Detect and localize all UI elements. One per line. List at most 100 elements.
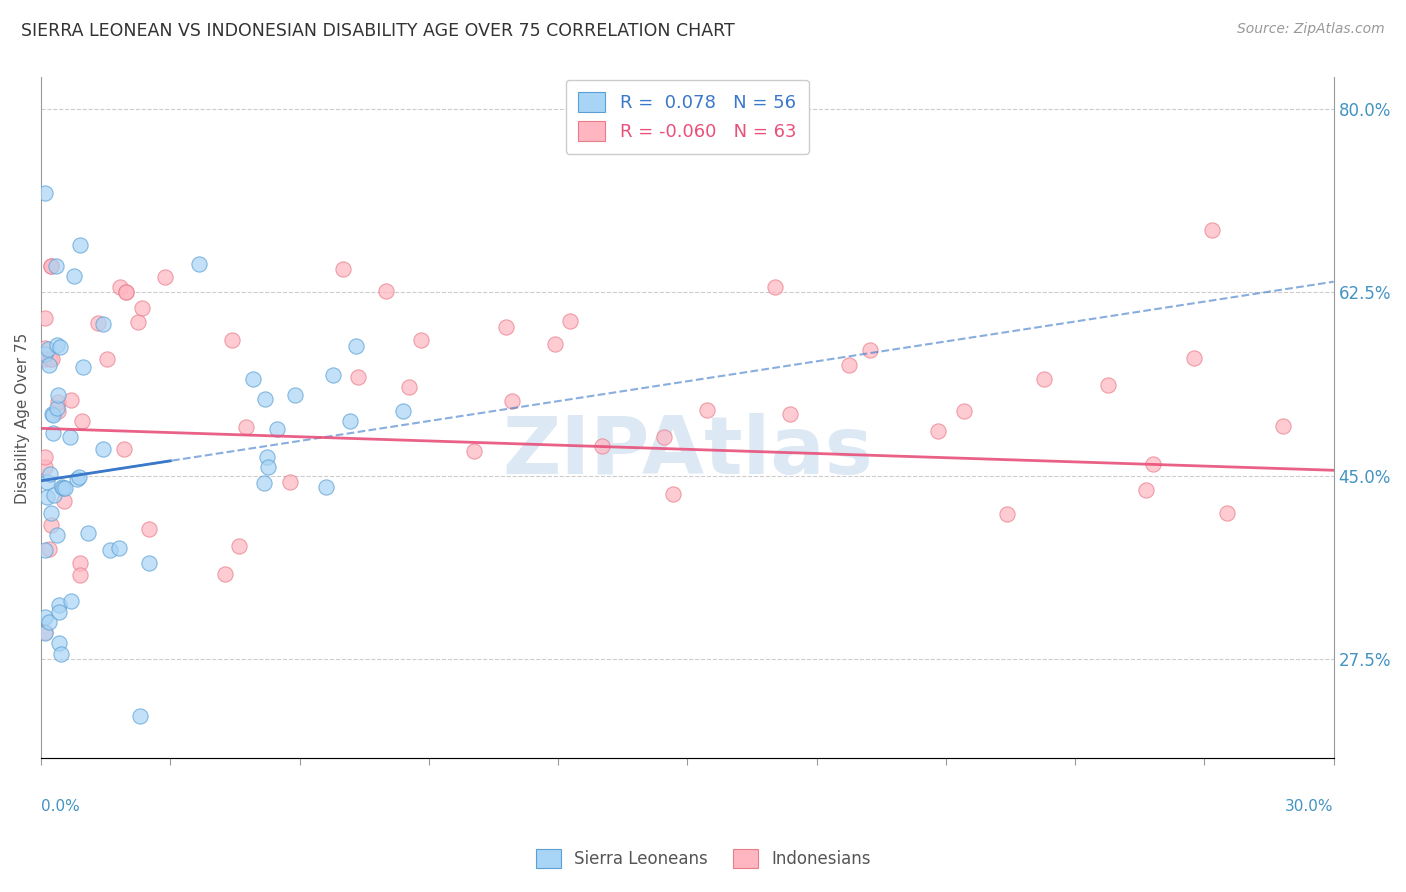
Point bbox=[41, 351, 63, 366]
Point bbox=[214, 567, 236, 582]
Point bbox=[339, 414, 361, 428]
Point bbox=[344, 339, 367, 353]
Point bbox=[391, 404, 413, 418]
Point bbox=[77, 525, 100, 540]
Point bbox=[228, 539, 250, 553]
Text: 0.0%: 0.0% bbox=[41, 799, 80, 814]
Point bbox=[34, 542, 56, 557]
Point bbox=[37, 343, 59, 357]
Point bbox=[1215, 507, 1237, 521]
Text: ZIPAtlas: ZIPAtlas bbox=[502, 413, 873, 491]
Point bbox=[34, 311, 56, 326]
Point bbox=[42, 408, 65, 422]
Point bbox=[107, 541, 129, 555]
Point bbox=[1097, 377, 1119, 392]
Point bbox=[115, 285, 138, 300]
Point bbox=[995, 508, 1018, 522]
Point bbox=[257, 459, 280, 474]
Point bbox=[284, 388, 307, 402]
Y-axis label: Disability Age Over 75: Disability Age Over 75 bbox=[15, 332, 30, 503]
Point bbox=[34, 625, 56, 640]
Point bbox=[46, 401, 69, 415]
Point bbox=[235, 420, 257, 434]
Point bbox=[115, 285, 138, 300]
Point bbox=[763, 279, 786, 293]
Point bbox=[66, 472, 89, 486]
Point bbox=[48, 598, 70, 612]
Point bbox=[501, 393, 523, 408]
Point bbox=[39, 506, 62, 520]
Point bbox=[322, 368, 344, 383]
Point bbox=[591, 439, 613, 453]
Point bbox=[34, 347, 56, 361]
Point bbox=[1142, 457, 1164, 471]
Point bbox=[138, 522, 160, 536]
Text: Source: ZipAtlas.com: Source: ZipAtlas.com bbox=[1237, 22, 1385, 37]
Point bbox=[53, 494, 76, 508]
Point bbox=[34, 625, 56, 640]
Point bbox=[59, 430, 82, 444]
Point bbox=[34, 352, 56, 367]
Legend: Sierra Leoneans, Indonesians: Sierra Leoneans, Indonesians bbox=[529, 843, 877, 875]
Point bbox=[91, 442, 114, 456]
Point bbox=[927, 425, 949, 439]
Point bbox=[48, 605, 70, 619]
Point bbox=[652, 430, 675, 444]
Point bbox=[108, 280, 131, 294]
Point bbox=[46, 404, 69, 418]
Point bbox=[253, 392, 276, 407]
Point bbox=[52, 481, 75, 495]
Point bbox=[495, 320, 517, 334]
Point bbox=[859, 343, 882, 358]
Point bbox=[42, 426, 65, 441]
Point bbox=[46, 395, 69, 409]
Point bbox=[69, 238, 91, 252]
Point bbox=[46, 388, 69, 402]
Point bbox=[72, 414, 94, 428]
Point bbox=[696, 402, 718, 417]
Point bbox=[63, 269, 86, 284]
Point bbox=[51, 480, 73, 494]
Point bbox=[544, 337, 567, 351]
Point bbox=[39, 259, 62, 273]
Point bbox=[38, 615, 60, 629]
Point bbox=[60, 392, 83, 407]
Point bbox=[34, 341, 56, 355]
Point bbox=[127, 315, 149, 329]
Point bbox=[91, 317, 114, 331]
Point bbox=[221, 333, 243, 347]
Point bbox=[38, 358, 60, 372]
Point bbox=[38, 467, 60, 482]
Point bbox=[86, 317, 108, 331]
Point bbox=[242, 372, 264, 386]
Point bbox=[375, 284, 398, 298]
Point bbox=[39, 259, 62, 273]
Point bbox=[37, 490, 59, 504]
Point bbox=[49, 340, 72, 354]
Point bbox=[45, 259, 67, 273]
Point bbox=[1271, 419, 1294, 434]
Point bbox=[347, 370, 370, 384]
Point bbox=[53, 481, 76, 495]
Point bbox=[34, 186, 56, 200]
Point bbox=[256, 450, 278, 464]
Point bbox=[398, 380, 420, 394]
Point bbox=[98, 543, 121, 558]
Point bbox=[35, 475, 58, 490]
Point bbox=[131, 301, 153, 315]
Point bbox=[266, 422, 288, 436]
Point bbox=[560, 313, 582, 327]
Point bbox=[662, 487, 685, 501]
Point bbox=[72, 360, 94, 375]
Point bbox=[45, 338, 67, 352]
Point bbox=[128, 709, 150, 723]
Text: 30.0%: 30.0% bbox=[1285, 799, 1334, 814]
Legend: R =  0.078   N = 56, R = -0.060   N = 63: R = 0.078 N = 56, R = -0.060 N = 63 bbox=[565, 79, 808, 153]
Point bbox=[39, 351, 62, 366]
Point bbox=[59, 594, 82, 608]
Point bbox=[138, 556, 160, 570]
Point bbox=[278, 475, 301, 489]
Point bbox=[1182, 351, 1205, 365]
Point bbox=[953, 404, 976, 418]
Point bbox=[69, 568, 91, 582]
